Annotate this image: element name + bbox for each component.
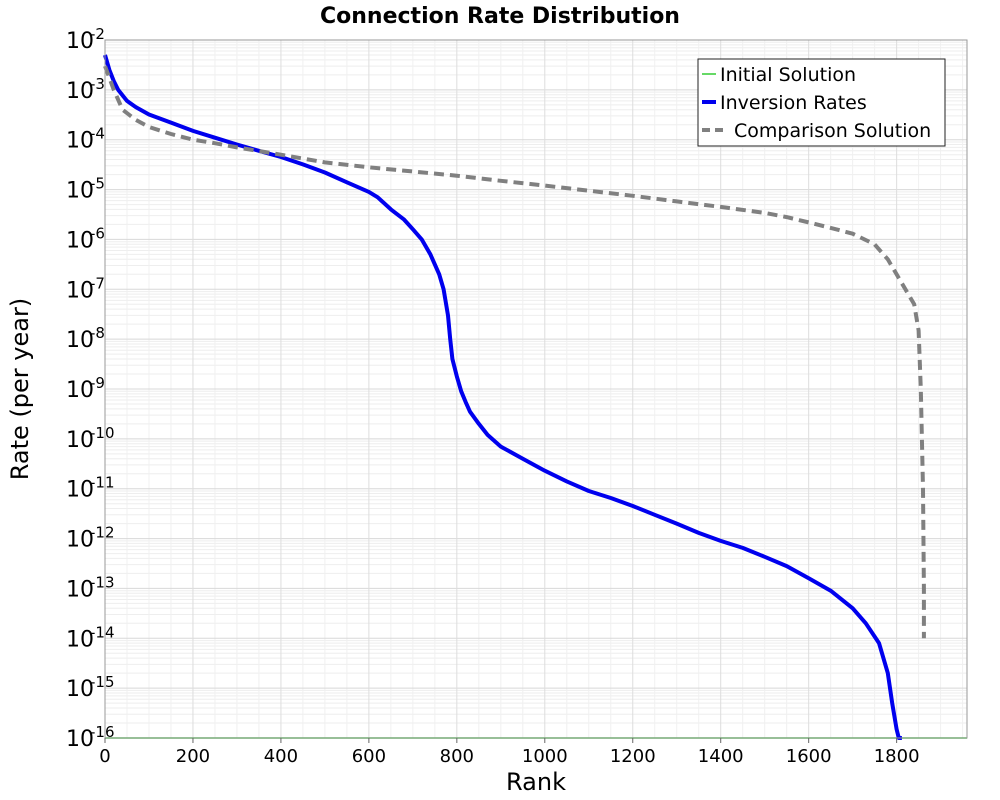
y-tick-label: 10-9 [66, 374, 105, 403]
y-tick-base: 10 [66, 378, 94, 403]
y-tick-exponent: -2 [90, 25, 105, 43]
y-tick-label: 10-8 [66, 324, 105, 353]
legend-label: Inversion Rates [720, 92, 867, 114]
y-tick-base: 10 [66, 428, 94, 453]
y-tick-exponent: -15 [90, 673, 115, 691]
y-tick-label: 10-13 [66, 573, 115, 602]
legend: Initial Solution Inversion Rates Compariso… [697, 58, 946, 147]
grid-major [104, 39, 967, 739]
y-tick-label: 10-6 [66, 224, 105, 253]
x-tick-label: 800 [440, 746, 474, 767]
series-line-comparison-solution [103, 65, 926, 639]
y-tick-exponent: -14 [90, 623, 115, 641]
y-tick-base: 10 [66, 79, 94, 104]
y-tick-label: 10-5 [66, 175, 105, 204]
y-tick-base: 10 [66, 328, 94, 353]
y-tick-base: 10 [66, 627, 94, 652]
y-tick-base: 10 [66, 228, 94, 253]
y-tick-exponent: -7 [90, 274, 105, 292]
y-tick-base: 10 [66, 179, 94, 204]
x-tick-label: 1000 [522, 746, 568, 767]
y-tick-label: 10-3 [66, 75, 105, 104]
y-tick-base: 10 [66, 677, 94, 702]
x-axis-label: Rank [506, 768, 566, 796]
y-tick-exponent: -11 [90, 474, 115, 492]
plot-frame [104, 39, 968, 739]
y-tick-exponent: -9 [90, 374, 105, 392]
y-tick-exponent: -8 [90, 324, 105, 342]
legend-label: Comparison Solution [734, 120, 931, 142]
y-tick-label: 10-14 [66, 623, 115, 652]
y-tick-exponent: -10 [90, 424, 115, 442]
y-tick-base: 10 [66, 727, 94, 752]
y-tick-exponent: -16 [90, 723, 115, 741]
y-tick-exponent: -3 [90, 75, 105, 93]
y-tick-base: 10 [66, 478, 94, 503]
chart-title: Connection Rate Distribution [320, 4, 680, 29]
y-tick-exponent: -6 [90, 224, 105, 242]
legend-label: Initial Solution [720, 64, 856, 86]
x-tick-label: 600 [352, 746, 386, 767]
y-ticks: 10-210-310-410-510-610-710-810-910-1010-… [66, 25, 115, 752]
y-tick-label: 10-2 [66, 25, 105, 54]
y-axis-label: Rate (per year) [6, 298, 34, 480]
y-tick-exponent: -13 [90, 573, 115, 591]
y-tick-base: 10 [66, 129, 94, 154]
y-tick-label: 10-12 [66, 524, 115, 553]
x-tick-label: 1800 [874, 746, 920, 767]
y-tick-label: 10-4 [66, 125, 105, 154]
series-line-inversion-rates [103, 54, 903, 740]
x-tick-label: 400 [264, 746, 298, 767]
y-tick-exponent: -4 [90, 125, 105, 143]
legend-box [697, 58, 946, 147]
y-tick-base: 10 [66, 278, 94, 303]
x-tick-label: 0 [99, 746, 110, 767]
y-tick-label: 10-15 [66, 673, 115, 702]
y-tick-label: 10-10 [66, 424, 115, 453]
x-tick-label: 1600 [786, 746, 832, 767]
x-tick-label: 1200 [610, 746, 656, 767]
y-tick-exponent: -5 [90, 175, 105, 193]
y-tick-exponent: -12 [90, 524, 115, 542]
y-tick-base: 10 [66, 577, 94, 602]
x-tick-label: 1400 [698, 746, 744, 767]
x-tick-label: 200 [176, 746, 210, 767]
y-tick-base: 10 [66, 528, 94, 553]
x-ticks: 0 200 400 600 800 1000 1200 1400 1600 1800 [99, 738, 920, 767]
y-tick-label: 10-11 [66, 474, 115, 503]
y-tick-label: 10-16 [66, 723, 115, 752]
y-tick-label: 10-7 [66, 274, 105, 303]
y-tick-base: 10 [66, 29, 94, 54]
